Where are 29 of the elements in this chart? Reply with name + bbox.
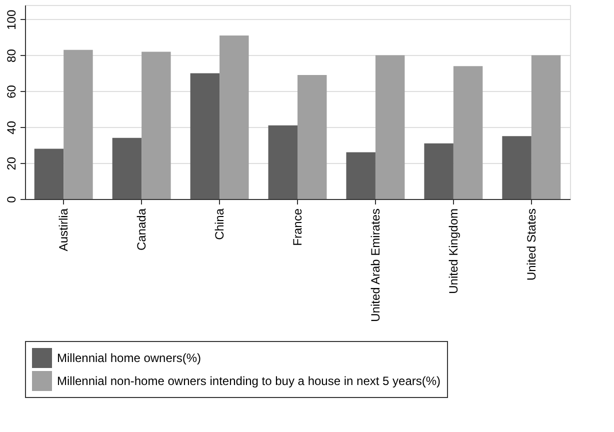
x-tick-label: Austirlia [56, 208, 71, 252]
bar [375, 55, 405, 199]
y-tick-label: 20 [4, 156, 18, 170]
x-tick-label: United Arab Emirates [368, 208, 382, 322]
x-tick-label: United States [524, 208, 538, 281]
x-tick-label: Canada [134, 208, 149, 251]
legend-label: Millennial non-home owners intending to buy a house in next 5 years(%) [57, 374, 441, 388]
bar [346, 152, 376, 199]
bar [453, 66, 483, 199]
y-tick-label: 0 [4, 196, 18, 203]
bar [34, 148, 64, 199]
x-tick-label: United Kingdom [446, 208, 460, 294]
bar [298, 75, 327, 199]
legend-label: Millennial home owners(%) [57, 351, 202, 365]
bar [502, 136, 532, 199]
bar [424, 143, 454, 199]
bar [190, 73, 220, 199]
y-tick-label: 80 [4, 48, 18, 62]
bar [268, 125, 298, 199]
bar [531, 55, 561, 199]
bar [220, 36, 249, 199]
y-tick-label: 60 [4, 84, 18, 98]
x-tick-label: France [290, 208, 304, 246]
y-tick-label: 100 [4, 10, 18, 30]
bar [142, 52, 171, 199]
bar [64, 50, 93, 199]
bar [112, 138, 142, 199]
y-tick-label: 40 [4, 120, 18, 134]
x-tick-label: China [212, 208, 227, 240]
